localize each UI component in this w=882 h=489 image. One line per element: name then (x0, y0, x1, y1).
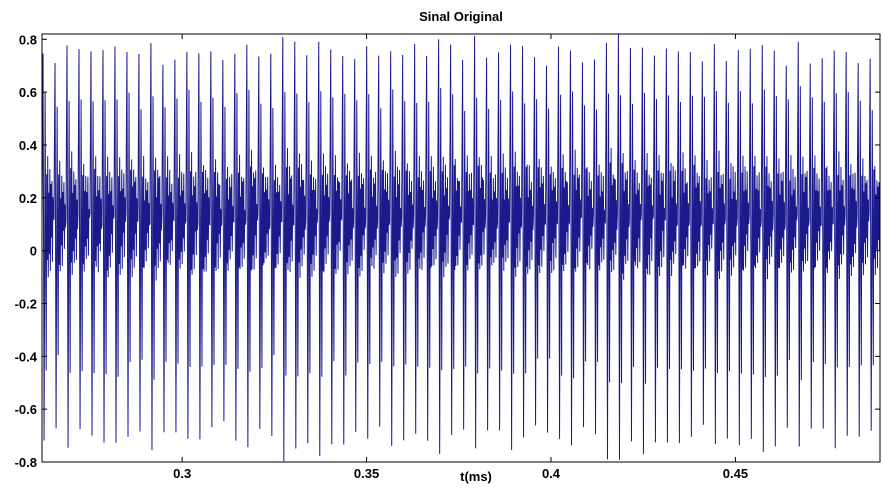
x-axis-label: t(ms) (460, 469, 492, 484)
x-tick-label: 0.45 (723, 466, 748, 481)
plot-frame (41, 33, 881, 463)
y-tick-label: -0.2 (15, 296, 37, 311)
y-tick-label: -0.4 (15, 349, 38, 364)
y-tick-label: -0.6 (15, 402, 37, 417)
y-tick-label: 0.2 (19, 191, 37, 206)
x-tick-label: 0.35 (354, 466, 379, 481)
y-tick-label: 0.6 (19, 85, 37, 100)
x-tick-label: 0.3 (173, 466, 191, 481)
chart-title: Sinal Original (419, 9, 503, 24)
y-tick-label: 0.8 (19, 32, 37, 47)
ticks-group: -0.8 -0.6 -0.4 -0.2 0 0.2 0.4 0.6 0.8 0.3 0.35 0.4 0… (15, 32, 880, 481)
y-tick-label: -0.8 (15, 455, 37, 470)
y-tick-label: 0.4 (19, 138, 38, 153)
x-tick-label: 0.4 (542, 466, 561, 481)
series-line (41, 34, 881, 462)
y-tick-label: 0 (30, 244, 37, 259)
series-group (41, 34, 881, 462)
